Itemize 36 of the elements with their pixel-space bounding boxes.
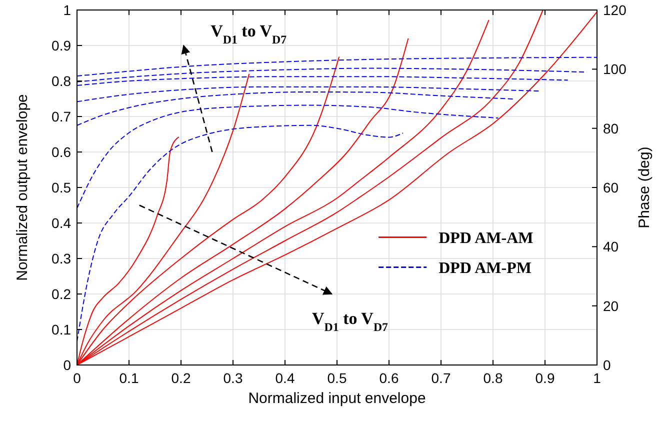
x-tick-label: 0.4	[275, 370, 295, 386]
x-tick-label: 0.3	[223, 370, 243, 386]
x-tick-label: 0.2	[171, 370, 191, 386]
y-tick-label: 0.7	[52, 108, 72, 124]
y-tick-label: 1	[63, 2, 72, 18]
x-tick-label: 1	[593, 370, 602, 386]
annotation: V$_{D1}$ to V$_{D7}$	[312, 309, 388, 334]
x-axis-title: Normalized input envelope	[248, 390, 426, 407]
x-tick-label: 0.6	[379, 370, 399, 386]
y-axis-title: Normalized output envelope	[14, 94, 31, 281]
y-tick-label: 0	[63, 357, 72, 373]
y2-tick-label: 20	[603, 298, 619, 314]
x-tick-label: 0.5	[327, 370, 347, 386]
y-tick-label: 0.6	[52, 144, 72, 160]
y2-tick-label: 0	[603, 357, 611, 373]
x-tick-label: 0.8	[483, 370, 503, 386]
y2-tick-label: 80	[603, 120, 619, 136]
y-tick-label: 0.8	[52, 73, 72, 89]
x-tick-label: 0.9	[535, 370, 555, 386]
y2-axis-title: Phase (deg)	[636, 146, 653, 228]
y2-tick-label: 40	[603, 238, 619, 255]
annotation: V$_{D1}$ to V$_{D7}$	[210, 22, 287, 47]
y-tick-label: 0.2	[52, 286, 72, 302]
y-tick-label: 0.1	[52, 322, 72, 338]
y2-tick-label: 60	[603, 180, 619, 196]
y2-tick-label: 120	[603, 2, 627, 18]
y2-tick-label: 100	[603, 61, 627, 78]
x-tick-label: 0.1	[119, 370, 139, 386]
x-tick-label: 0.7	[431, 370, 451, 386]
y-tick-label: 0.5	[52, 180, 72, 196]
x-tick-label: 0	[73, 370, 82, 386]
y-tick-label: 0.3	[52, 250, 72, 266]
y-tick-label: 0.9	[52, 38, 72, 54]
legend-label: DPD AM-AM	[438, 230, 534, 248]
legend-label: DPD AM-PM	[438, 260, 532, 278]
y-tick-label: 0.4	[52, 215, 72, 231]
